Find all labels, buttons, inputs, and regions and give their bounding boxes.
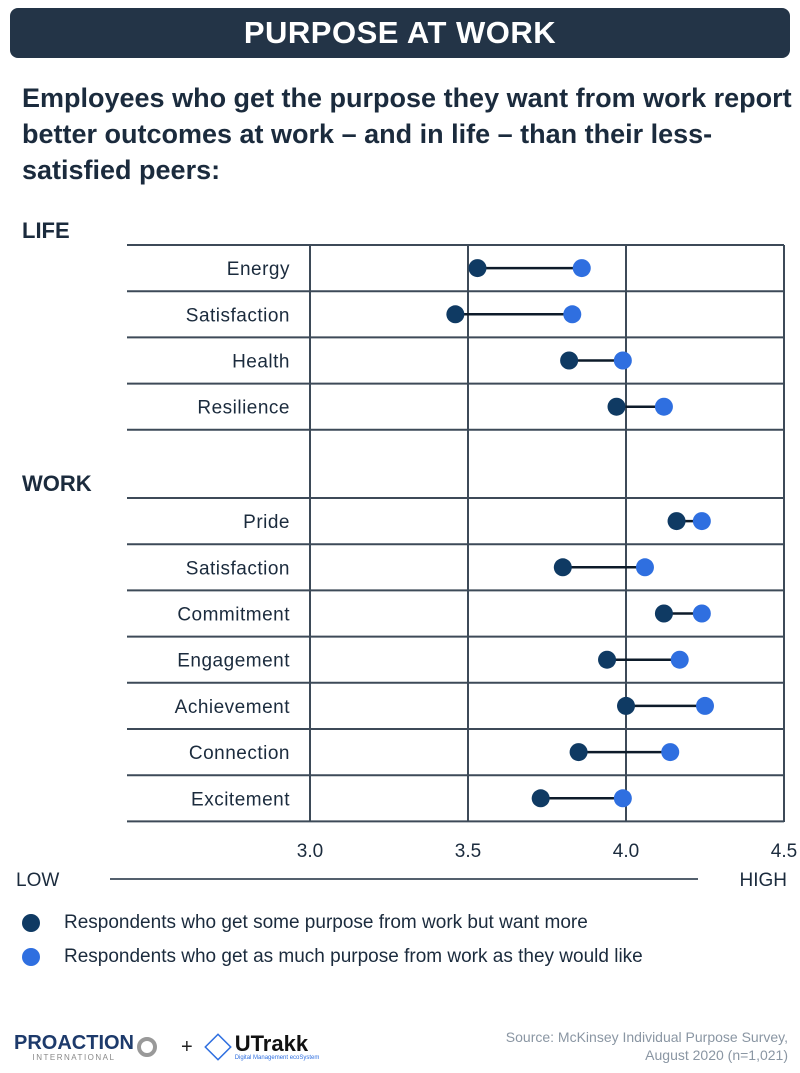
row-label: Commitment bbox=[177, 605, 290, 626]
row-label: Energy bbox=[227, 259, 290, 280]
dot-some-purpose bbox=[553, 558, 572, 577]
legend-item-some: Respondents who get some purpose from wo… bbox=[22, 912, 588, 934]
proaction-logo: PROACTION INTERNATIONAL bbox=[14, 1033, 157, 1062]
utrakk-logo-sub: Digital Management ecoSystem bbox=[234, 1055, 320, 1061]
row-label: Connection bbox=[189, 743, 290, 764]
source-note: Source: McKinsey Individual Purpose Surv… bbox=[506, 1028, 788, 1064]
row-label: Health bbox=[232, 352, 290, 373]
legend-label: Respondents who get some purpose from wo… bbox=[64, 912, 588, 933]
dot-some-purpose bbox=[468, 259, 487, 278]
legend-dot-light bbox=[22, 947, 40, 966]
dot-some-purpose bbox=[667, 512, 686, 531]
source-line-1: Source: McKinsey Individual Purpose Surv… bbox=[505, 1029, 788, 1045]
row-label: Resilience bbox=[197, 398, 290, 419]
dot-some-purpose bbox=[569, 743, 588, 762]
source-line-2: August 2020 (n=1,021) bbox=[645, 1047, 788, 1063]
dot-full-purpose bbox=[635, 558, 654, 577]
footer-logos: PROACTION INTERNATIONAL + UTrakk Digital… bbox=[14, 1030, 319, 1064]
cube-network-icon bbox=[203, 1033, 232, 1061]
proaction-logo-sub: INTERNATIONAL bbox=[32, 1052, 116, 1062]
row-label: Satisfaction bbox=[186, 558, 290, 579]
row-label: Engagement bbox=[177, 651, 290, 672]
legend-item-full: Respondents who get as much purpose from… bbox=[22, 946, 643, 968]
row-label: Excitement bbox=[191, 789, 290, 810]
x-tick-label: 3.0 bbox=[297, 841, 323, 862]
dot-some-purpose bbox=[446, 305, 465, 324]
dot-full-purpose bbox=[654, 397, 673, 416]
subtitle: Employees who get the purpose they want … bbox=[22, 83, 792, 185]
x-tick-label: 4.0 bbox=[613, 841, 639, 862]
dot-full-purpose bbox=[692, 512, 711, 531]
legend-label: Respondents who get as much purpose from… bbox=[64, 946, 643, 967]
spiral-icon bbox=[137, 1037, 157, 1057]
utrakk-logo-text: UTrakk bbox=[234, 1031, 309, 1056]
banner-title: PURPOSE AT WORK bbox=[10, 8, 790, 58]
plus-sign: + bbox=[181, 1035, 193, 1058]
dot-full-purpose bbox=[692, 604, 711, 623]
dot-full-purpose bbox=[613, 789, 632, 808]
dot-full-purpose bbox=[661, 743, 680, 762]
x-low-label: LOW bbox=[16, 870, 59, 891]
row-label: Satisfaction bbox=[186, 305, 290, 326]
dot-some-purpose bbox=[617, 696, 635, 715]
group-heading: WORK bbox=[22, 471, 92, 496]
x-high-label: HIGH bbox=[740, 870, 788, 891]
proaction-logo-text: PROACTION bbox=[14, 1031, 134, 1054]
dot-full-purpose bbox=[613, 351, 632, 370]
dot-full-purpose bbox=[670, 650, 689, 669]
legend-dot-dark bbox=[22, 913, 40, 932]
dot-some-purpose bbox=[598, 650, 617, 669]
dot-full-purpose bbox=[572, 259, 591, 278]
row-label: Pride bbox=[243, 512, 290, 533]
dot-full-purpose bbox=[563, 305, 582, 324]
dot-some-purpose bbox=[607, 397, 626, 416]
dot-some-purpose bbox=[531, 789, 550, 808]
x-tick-label: 3.5 bbox=[455, 841, 481, 862]
x-tick-label: 4.5 bbox=[771, 841, 797, 862]
dot-some-purpose bbox=[654, 604, 673, 623]
group-heading: LIFE bbox=[22, 218, 70, 243]
dot-some-purpose bbox=[560, 351, 579, 370]
dot-full-purpose bbox=[696, 696, 714, 715]
row-label: Achievement bbox=[175, 697, 291, 718]
